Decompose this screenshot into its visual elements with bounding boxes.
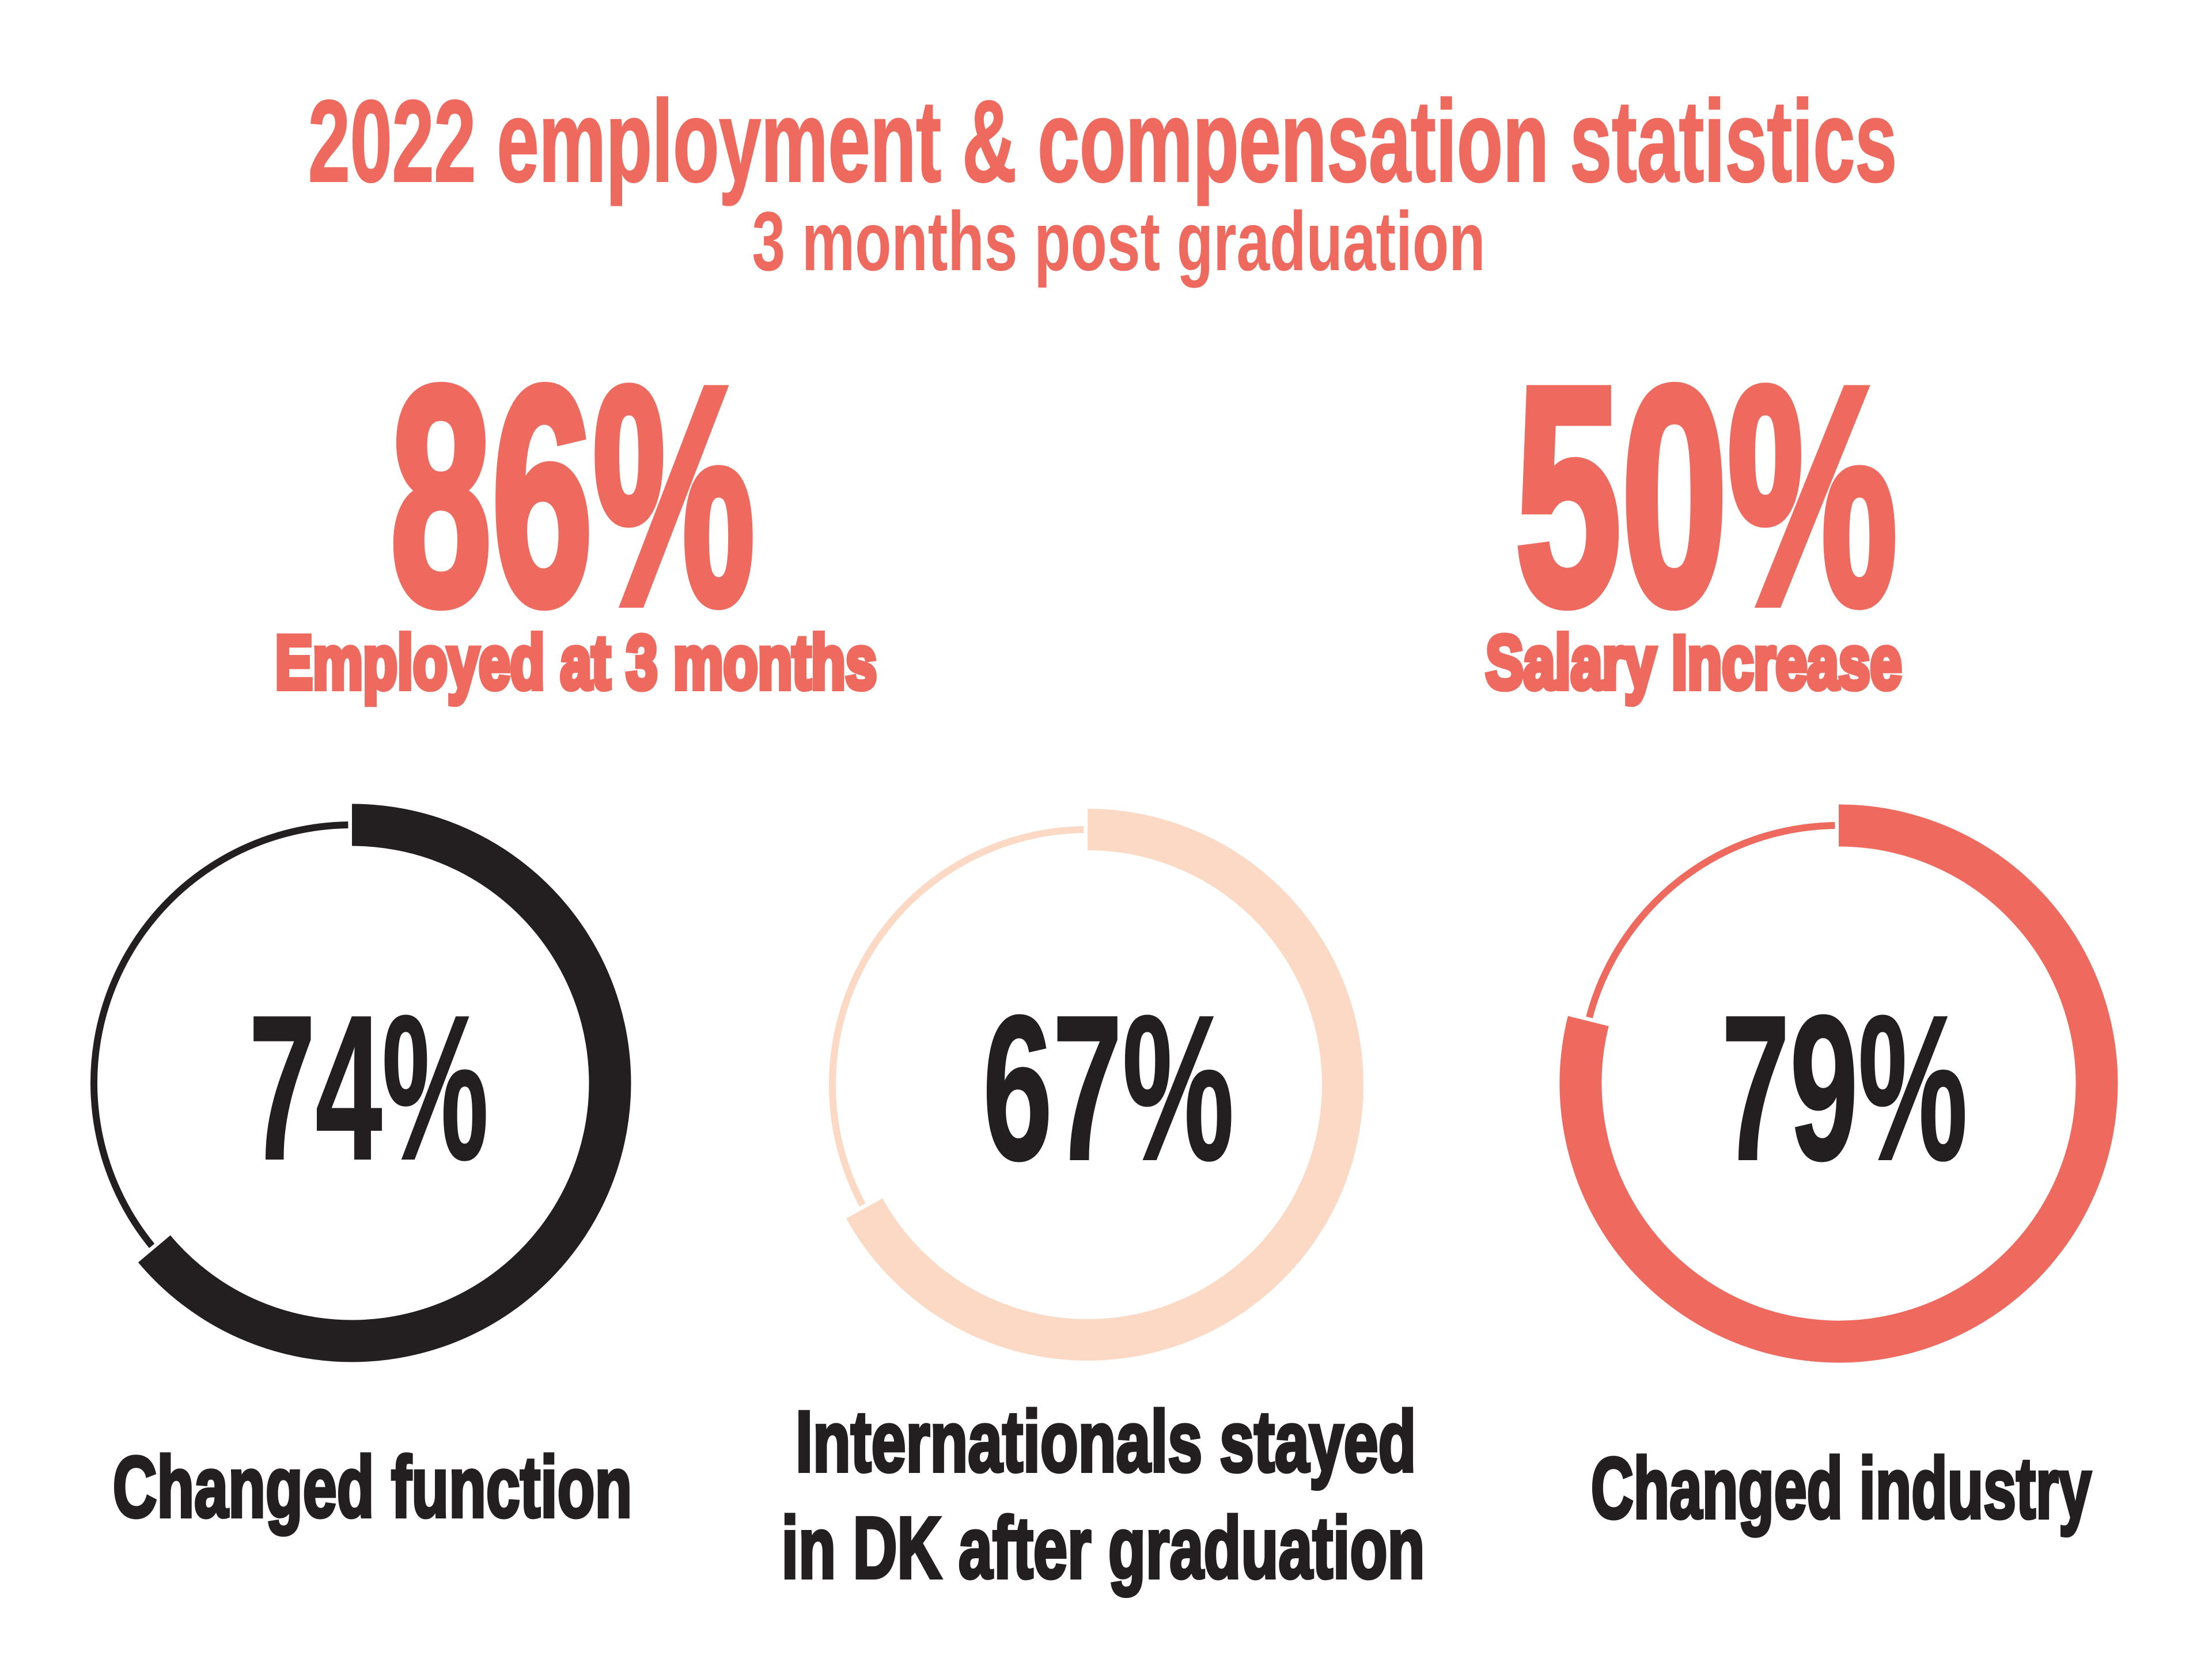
svg-text:Internationals stayed: Internationals stayed (796, 1393, 1416, 1490)
svg-text:3 months post graduation: 3 months post graduation (752, 194, 1485, 288)
svg-text:74%: 74% (249, 973, 488, 1203)
svg-text:79%: 79% (1721, 972, 1967, 1203)
svg-text:Changed industry: Changed industry (1591, 1440, 2092, 1536)
svg-text:Changed function: Changed function (113, 1438, 632, 1535)
svg-text:Salary Increase: Salary Increase (1486, 620, 1902, 704)
svg-text:in DK after graduation: in DK after graduation (782, 1499, 1425, 1597)
svg-text:2022 employment & compensation: 2022 employment & compensation statistic… (308, 77, 1897, 206)
svg-text:67%: 67% (983, 972, 1234, 1203)
svg-text:50%: 50% (1515, 323, 1897, 669)
svg-text:Employed at 3 months: Employed at 3 months (275, 620, 877, 704)
svg-text:86%: 86% (390, 323, 755, 669)
